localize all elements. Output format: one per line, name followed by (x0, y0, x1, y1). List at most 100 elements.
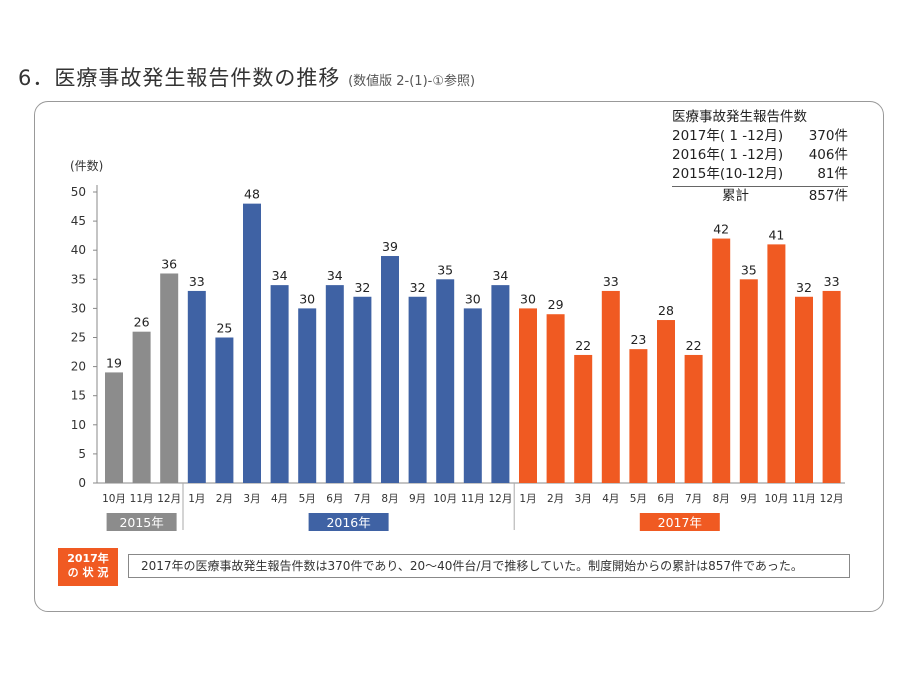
y-tick-label: 25 (71, 331, 86, 345)
bar (684, 354, 703, 483)
x-tick-label: 7月 (354, 493, 371, 505)
summary-value: 406件 (808, 147, 848, 163)
x-tick-label: 12月 (157, 493, 181, 505)
bar-value-label: 26 (134, 315, 150, 330)
bar-value-label: 41 (768, 227, 784, 242)
bar (353, 296, 372, 483)
x-tick-label: 11月 (792, 493, 816, 505)
bar (739, 279, 758, 483)
x-tick-label: 2月 (547, 493, 564, 505)
summary-label: 2017年( 1 -12月) (672, 128, 784, 144)
y-axis-label: (件数) (70, 158, 103, 173)
bar (215, 337, 234, 483)
y-tick-label: 50 (71, 185, 86, 199)
y-tick-label: 10 (71, 418, 86, 432)
bar-value-label: 30 (465, 291, 481, 306)
bar (408, 296, 427, 483)
x-tick-label: 3月 (575, 493, 592, 505)
x-tick-label: 8月 (381, 493, 398, 505)
bar (712, 238, 731, 483)
summary-label: 2015年(10-12月) (672, 166, 784, 182)
x-tick-label: 9月 (740, 493, 757, 505)
bar-value-label: 19 (106, 355, 122, 370)
x-tick-label: 5月 (299, 493, 316, 505)
y-tick-label: 15 (71, 389, 86, 403)
bar-value-label: 32 (410, 280, 426, 295)
bar-value-label: 36 (161, 256, 177, 271)
note-box: 2017年の医療事故発生報告件数は370件であり、20～40件台/月で推移してい… (128, 554, 850, 578)
bar (132, 331, 151, 483)
x-tick-label: 8月 (713, 493, 730, 505)
summary-value: 81件 (817, 166, 848, 182)
x-tick-label: 10月 (764, 493, 788, 505)
bar (519, 308, 537, 483)
bar-value-label: 35 (437, 262, 453, 277)
bar (325, 285, 344, 483)
summary-label: 2016年( 1 -12月) (672, 147, 784, 163)
bar-value-label: 33 (603, 274, 619, 289)
bar (574, 354, 593, 483)
bar-value-label: 39 (382, 239, 398, 254)
bar (381, 256, 399, 483)
bar-value-label: 33 (189, 274, 205, 289)
year-label-bg (308, 513, 389, 531)
summary-row: 2016年( 1 -12月) 406件 (672, 146, 848, 165)
year-label: 2017年 (658, 515, 702, 530)
summary-row: 2017年( 1 -12月) 370件 (672, 127, 848, 146)
bar (822, 290, 841, 483)
note-tag: 2017年の 状 況 (58, 548, 118, 586)
bar-value-label: 22 (686, 338, 702, 353)
page-title: 6．医療事故発生報告件数の推移 (数値版 2-(1)-①参照) (18, 62, 475, 92)
y-tick-label: 20 (71, 360, 86, 374)
y-tick-label: 40 (71, 243, 86, 257)
x-tick-label: 10月 (433, 493, 457, 505)
year-label-bg (639, 513, 720, 531)
summary-total-label: 累計 (722, 188, 749, 204)
summary-total: 累計 857件 (672, 186, 848, 206)
x-tick-label: 4月 (602, 493, 619, 505)
bar (546, 314, 565, 483)
bar (243, 203, 261, 483)
bar-value-label: 48 (244, 187, 260, 202)
bar-value-label: 34 (272, 268, 288, 283)
title-reference: (数値版 2-(1)-①参照) (348, 74, 476, 89)
bar-value-label: 22 (575, 338, 591, 353)
bar (657, 320, 675, 483)
bar-value-label: 33 (824, 274, 840, 289)
title-text: 6．医療事故発生報告件数の推移 (18, 66, 341, 90)
bar (795, 296, 813, 483)
y-tick-label: 35 (71, 272, 86, 286)
summary-value: 370件 (808, 128, 848, 144)
x-tick-label: 12月 (488, 493, 512, 505)
bar-value-label: 25 (216, 321, 232, 336)
bar (436, 279, 455, 483)
bar-value-label: 30 (520, 291, 536, 306)
bar-value-label: 35 (741, 262, 757, 277)
y-tick-label: 0 (78, 476, 86, 490)
bar-value-label: 23 (630, 332, 646, 347)
note-tag-line2: の 状 況 (67, 566, 109, 579)
bar-value-label: 32 (796, 280, 812, 295)
x-tick-label: 10月 (102, 493, 126, 505)
bar (160, 273, 179, 483)
x-tick-label: 12月 (820, 493, 844, 505)
bar-value-label: 42 (713, 222, 729, 237)
note-tag-line1: 2017年 (67, 552, 109, 565)
year-label-bg (106, 513, 177, 531)
x-tick-label: 2月 (216, 493, 233, 505)
x-tick-label: 3月 (243, 493, 260, 505)
bar (491, 285, 510, 483)
bar-value-label: 34 (327, 268, 343, 283)
bar (601, 290, 620, 483)
bar-value-label: 28 (658, 303, 674, 318)
y-tick-label: 45 (71, 214, 86, 228)
x-tick-label: 6月 (657, 493, 674, 505)
year-label: 2016年 (326, 515, 370, 530)
bar (187, 290, 206, 483)
summary-table: 医療事故発生報告件数 2017年( 1 -12月) 370件 2016年( 1 -… (672, 108, 848, 206)
bar-value-label: 29 (548, 297, 564, 312)
bar (629, 349, 648, 483)
x-tick-label: 9月 (409, 493, 426, 505)
bar-value-label: 34 (492, 268, 508, 283)
bar-value-label: 32 (354, 280, 370, 295)
